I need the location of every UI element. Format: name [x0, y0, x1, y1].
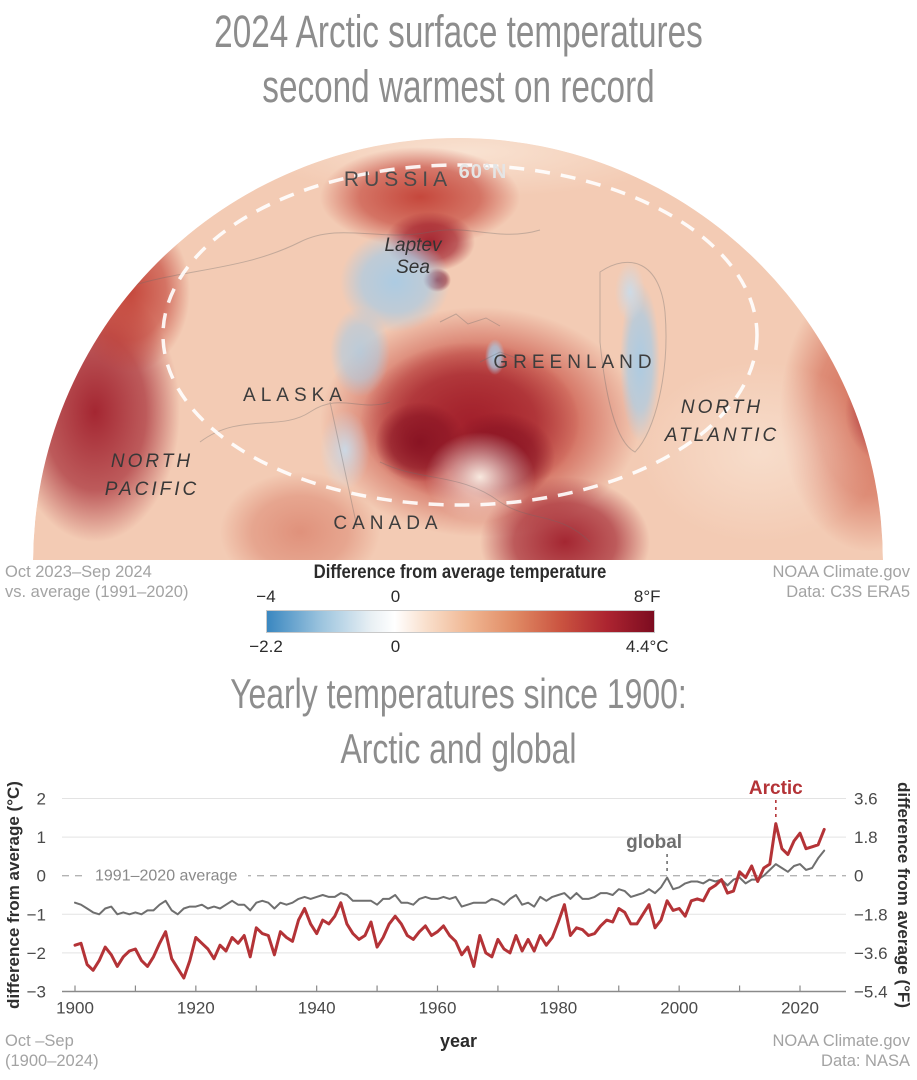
global-annotation-label: global [626, 832, 682, 853]
chart-period-2: (1900–2024) [5, 1052, 99, 1070]
x-axis-title: year [439, 1031, 478, 1051]
y-tick-label-celsius: 2 [37, 790, 46, 809]
map-caption-left: Oct 2023–Sep 2024 vs. average (1991–2020… [5, 562, 188, 602]
y-axis-title-fahrenheit: difference from average (°F) [894, 782, 913, 1008]
arctic-anomaly-map: 60°N RUSSIA Laptev Sea GREENLAND ALASKA … [33, 138, 883, 560]
colorbar-tick-c-min: −2.2 [249, 637, 283, 656]
zero-line-label: 1991–2020 average [95, 868, 237, 885]
y-tick-label-celsius: 0 [37, 867, 46, 886]
map-label-north-atlantic-1: NORTH [681, 397, 763, 418]
colorbar-ticks-fahrenheit: −4 0 8°F [256, 587, 660, 606]
map-caption-right: NOAA Climate.gov Data: C3S ERA5 [772, 562, 910, 602]
y-tick-label-celsius: −3 [27, 983, 46, 1002]
chart-caption-left: Oct –Sep (1900–2024) [5, 1031, 99, 1071]
arctic-annotation-label: Arctic [749, 780, 803, 799]
x-tick-label: 1920 [177, 999, 215, 1018]
map-source-data: Data: C3S ERA5 [786, 583, 910, 601]
x-tick-label: 1900 [56, 999, 94, 1018]
latitude-circle-60n [161, 163, 759, 507]
globe-base [33, 138, 883, 560]
y-tick-label-celsius: 1 [37, 828, 46, 847]
globe: 60°N RUSSIA Laptev Sea GREENLAND ALASKA … [33, 138, 883, 560]
map-label-laptev-1: Laptev [384, 235, 443, 256]
y-tick-label-fahrenheit: 0 [854, 867, 863, 886]
x-tick-label: 2020 [781, 999, 819, 1018]
chart-period: Oct –Sep [5, 1032, 74, 1050]
map-period: Oct 2023–Sep 2024 [5, 563, 152, 581]
x-tick-label: 2000 [660, 999, 698, 1018]
map-baseline: vs. average (1991–2020) [5, 583, 189, 601]
y-tick-label-fahrenheit: −3.6 [854, 944, 888, 963]
map-source-brand: NOAA Climate.gov [772, 563, 910, 581]
chart-caption-right: NOAA Climate.gov Data: NASA [772, 1031, 910, 1071]
page-title-line2: second warmest on record [262, 61, 655, 112]
colorbar-tick-c-max: 4.4°C [625, 637, 669, 656]
y-tick-label-fahrenheit: 3.6 [854, 790, 878, 809]
x-tick-label: 1980 [539, 999, 577, 1018]
chart-source-brand: NOAA Climate.gov [772, 1032, 910, 1050]
global-series-line [74, 849, 826, 916]
colorbar [266, 610, 655, 633]
y-tick-label-fahrenheit: −5.4 [854, 983, 888, 1002]
map-label-north-pacific-2: PACIFIC [105, 479, 200, 500]
map-label-greenland: GREENLAND [493, 352, 656, 373]
colorbar-title: Difference from average temperature [313, 562, 607, 583]
page-title-line1: 2024 Arctic surface temperatures [214, 6, 703, 57]
colorbar-tick-f-min: −4 [256, 587, 276, 606]
map-label-russia: RUSSIA [344, 168, 452, 191]
arctic-global-line-chart: 2 3.6 1 1.8 0 0 −1 −1.8 −2 −3.6 −3 −5.4 1900 1920 1940… [27, 780, 888, 1018]
x-tick-label: 1960 [419, 999, 457, 1018]
chart-title-line2: Arctic and global [340, 725, 577, 772]
map-label-north-pacific-1: NORTH [111, 451, 193, 472]
map-label-laptev-2: Sea [396, 257, 430, 278]
map-label-canada: CANADA [333, 513, 442, 534]
map-label-alaska: ALASKA [243, 385, 347, 406]
y-axis-title-celsius: difference from average (°C) [4, 781, 23, 1009]
chart-source-data: Data: NASA [821, 1052, 910, 1070]
colorbar-tick-f-zero: 0 [390, 587, 401, 606]
y-tick-label-celsius: −1 [27, 905, 46, 924]
map-label-north-atlantic-2: ATLANTIC [664, 425, 779, 446]
x-tick-label: 1940 [298, 999, 336, 1018]
y-tick-label-fahrenheit: −1.8 [854, 905, 888, 924]
colorbar-tick-c-zero: 0 [390, 637, 401, 656]
map-label-60n: 60°N [459, 161, 508, 183]
y-tick-label-fahrenheit: 1.8 [854, 828, 878, 847]
colorbar-ticks-celsius: −2.2 0 4.4°C [249, 637, 668, 656]
zero-label-backing [88, 867, 248, 885]
y-tick-label-celsius: −2 [27, 944, 46, 963]
colorbar-tick-f-max: 8°F [633, 587, 661, 606]
chart-title-line1: Yearly temperatures since 1900: [230, 670, 687, 717]
arctic-series-line [73, 822, 826, 980]
